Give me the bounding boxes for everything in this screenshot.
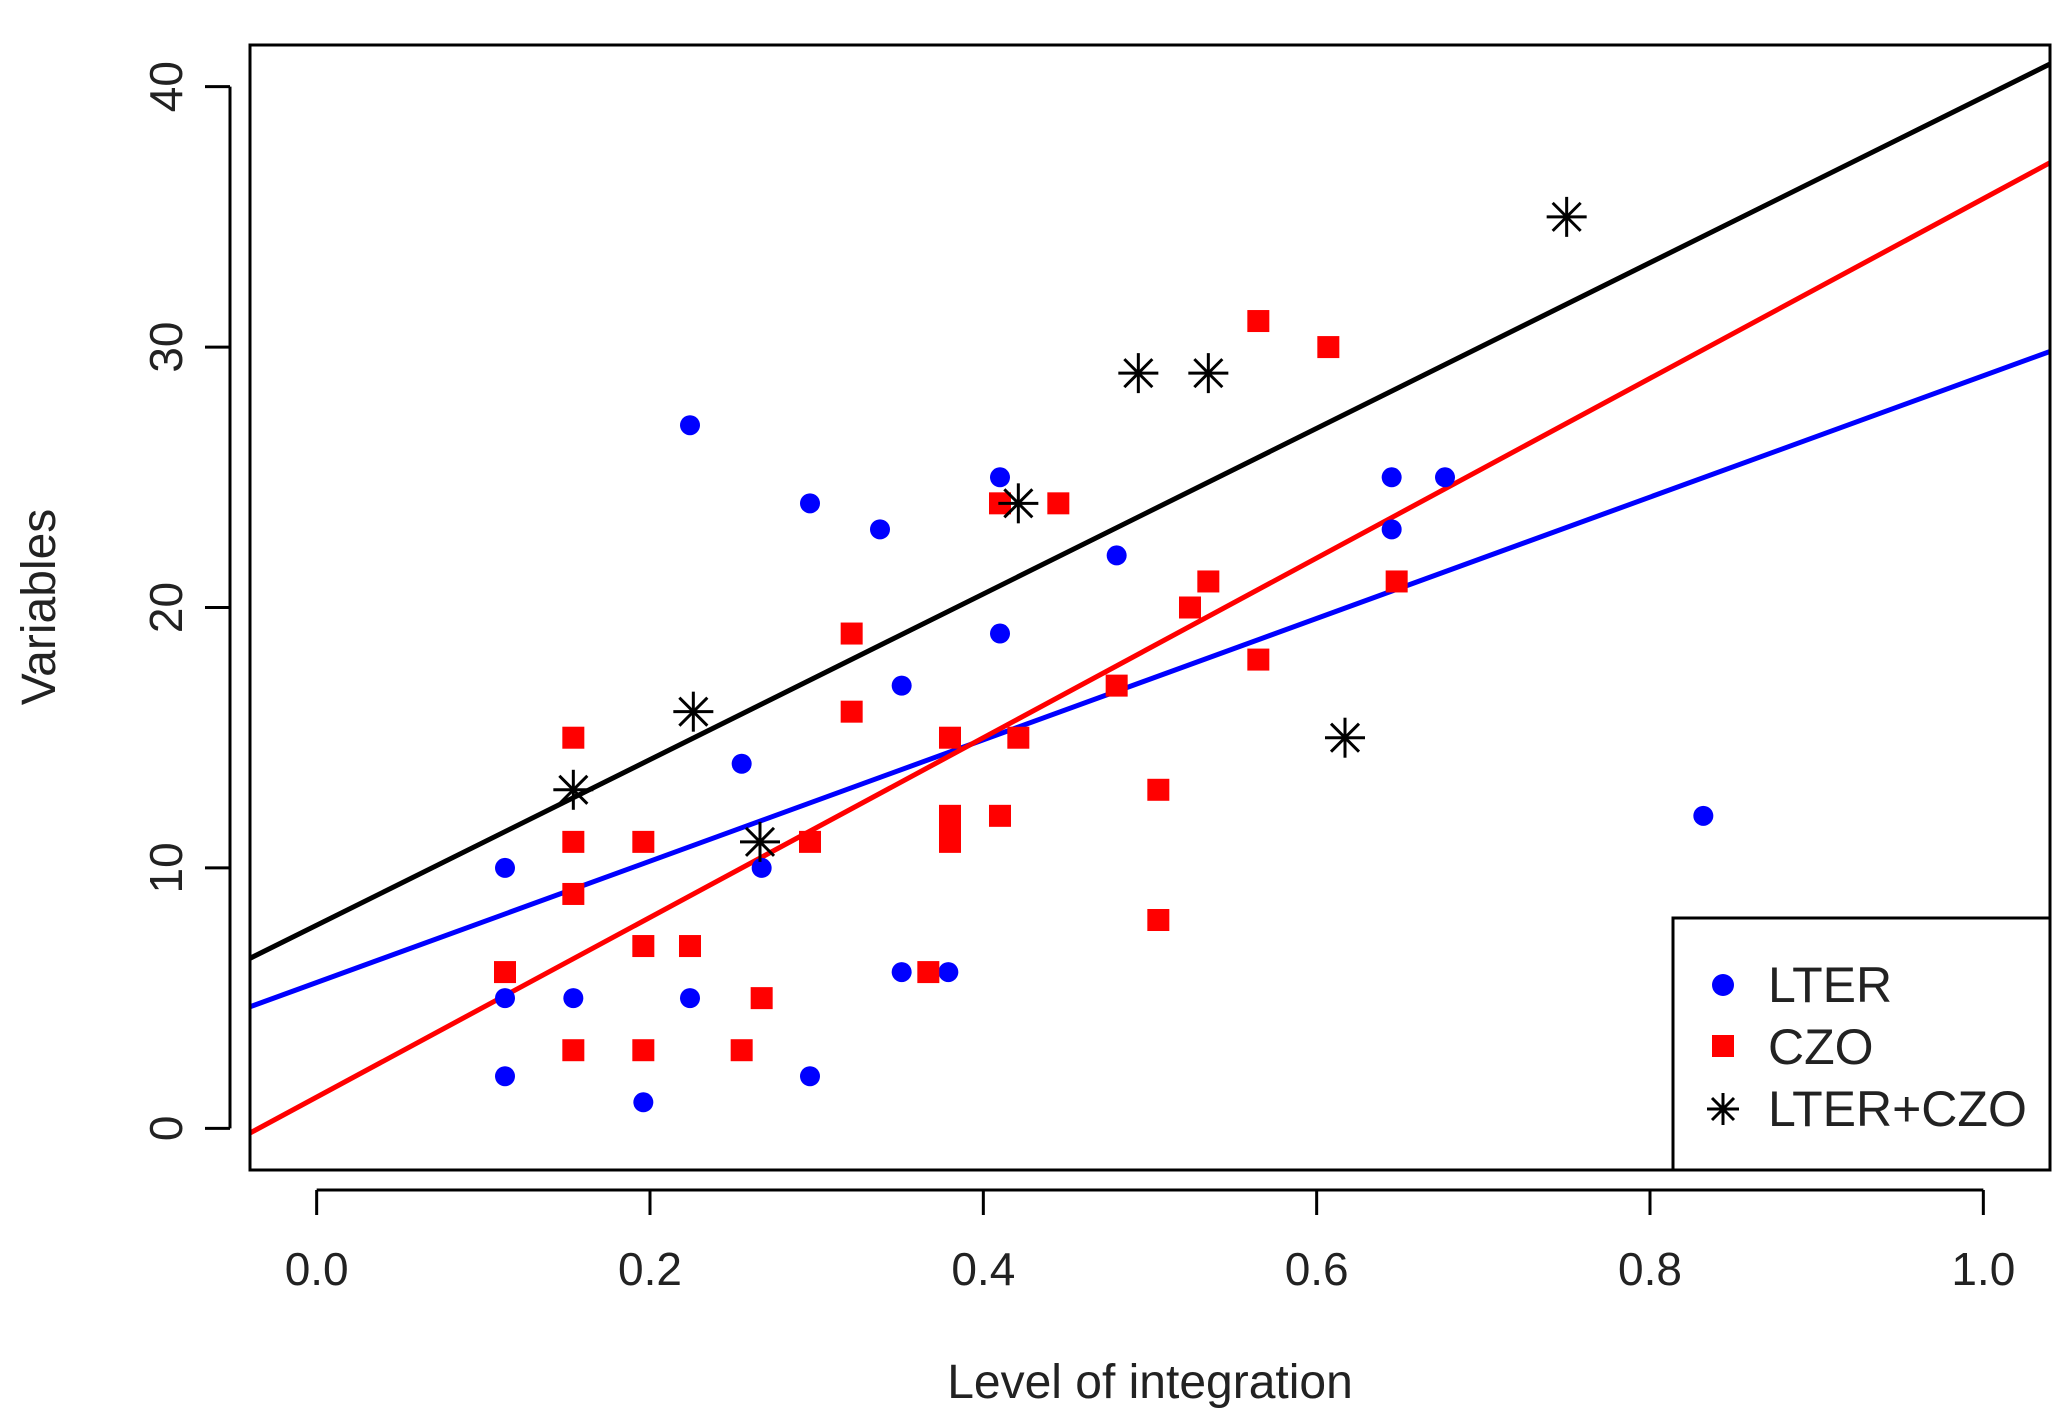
czo-point [1247, 648, 1270, 671]
lter-fit-line [250, 349, 2050, 1010]
lter-czo-point [1546, 196, 1587, 237]
czo-point [1147, 909, 1170, 931]
lter-point [891, 675, 912, 696]
lter-point [495, 988, 515, 1009]
x-tick-label: 0.2 [618, 1243, 682, 1295]
lter-point [891, 962, 912, 983]
legend-marker-lter [1712, 974, 1734, 996]
czo-point [562, 882, 585, 905]
czo-point [1047, 492, 1070, 515]
x-tick-label: 0.8 [1618, 1243, 1682, 1295]
czo-point [750, 987, 773, 1010]
czo-point [1179, 596, 1201, 619]
lter-point [495, 857, 515, 878]
czo-fit-line [250, 160, 2050, 1136]
czo-point [939, 830, 961, 853]
czo-point [939, 726, 961, 749]
czo-point [1147, 778, 1170, 801]
lter-point [1693, 805, 1714, 826]
czo-point [562, 726, 585, 749]
lter-point [495, 1066, 515, 1087]
y-axis: 0 10 20 30 40 [140, 61, 232, 1142]
lter-point [563, 988, 584, 1009]
lter-czo-fit-line [250, 61, 2050, 961]
y-axis-title: Variables [13, 509, 66, 706]
czo-point [494, 961, 516, 984]
y-tick-label: 10 [140, 842, 192, 893]
czo-point [840, 622, 863, 645]
legend-box [1671, 916, 2052, 1172]
lter-point [731, 753, 752, 774]
lter-point [680, 415, 700, 436]
lter-point [938, 962, 959, 983]
lter-point [680, 988, 700, 1009]
y-tick-label: 40 [140, 61, 192, 112]
legend: LTER CZO LTER+CZO [1671, 916, 2052, 1172]
czo-point [1385, 570, 1408, 593]
czo-point [989, 804, 1011, 827]
czo-point [632, 830, 655, 853]
lter-czo-point [740, 821, 780, 862]
x-tick-label: 0.0 [285, 1243, 349, 1295]
czo-point [730, 1039, 753, 1062]
czo-point [1007, 726, 1030, 749]
czo-point [562, 1039, 585, 1062]
x-tick-label: 0.4 [951, 1243, 1015, 1295]
legend-label-lter-czo: LTER+CZO [1768, 1081, 2027, 1137]
y-tick-label: 30 [140, 321, 192, 372]
lter-point [800, 493, 820, 514]
lter-point [870, 519, 890, 540]
lter-czo-point [1325, 717, 1365, 758]
x-tick-label: 0.6 [1285, 1243, 1349, 1295]
legend-label-czo: CZO [1768, 1019, 1874, 1075]
czo-point [679, 935, 701, 958]
czo-point [917, 961, 940, 984]
lter-point [1381, 519, 1402, 540]
czo-point [1317, 336, 1340, 359]
lter-point [990, 623, 1010, 644]
lter-point [800, 1066, 820, 1087]
lter-point [633, 1092, 654, 1113]
lter-czo-point [998, 483, 1039, 524]
plot-frame [248, 43, 2052, 1172]
czo-point [632, 1039, 655, 1062]
lter-czo-point [673, 691, 714, 732]
lter-point [1381, 467, 1402, 488]
lter-point [990, 467, 1010, 488]
x-axis-title: Level of integration [947, 1356, 1353, 1409]
x-tick-label: 1.0 [1951, 1243, 2015, 1295]
lter-czo-point [553, 769, 594, 810]
czo-point [562, 830, 585, 853]
x-axis: 0.0 0.2 0.4 0.6 0.8 1.0 [285, 1188, 2015, 1295]
czo-point [840, 700, 863, 723]
lter-point [1435, 467, 1455, 488]
legend-label-lter: LTER [1768, 957, 1892, 1013]
czo-point [1105, 674, 1128, 697]
y-tick-label: 0 [140, 1116, 192, 1142]
czo-point [632, 935, 655, 958]
czo-point [799, 830, 821, 853]
lter-point [751, 857, 772, 878]
czo-point [1247, 310, 1270, 333]
lter-czo-point [1118, 353, 1159, 394]
legend-marker-czo [1712, 1035, 1734, 1057]
czo-point [1197, 570, 1220, 593]
y-tick-label: 20 [140, 582, 192, 633]
lter-czo-point [1188, 353, 1229, 394]
legend-marker-lter-czo [1707, 1093, 1739, 1125]
lter-point [1106, 545, 1127, 566]
